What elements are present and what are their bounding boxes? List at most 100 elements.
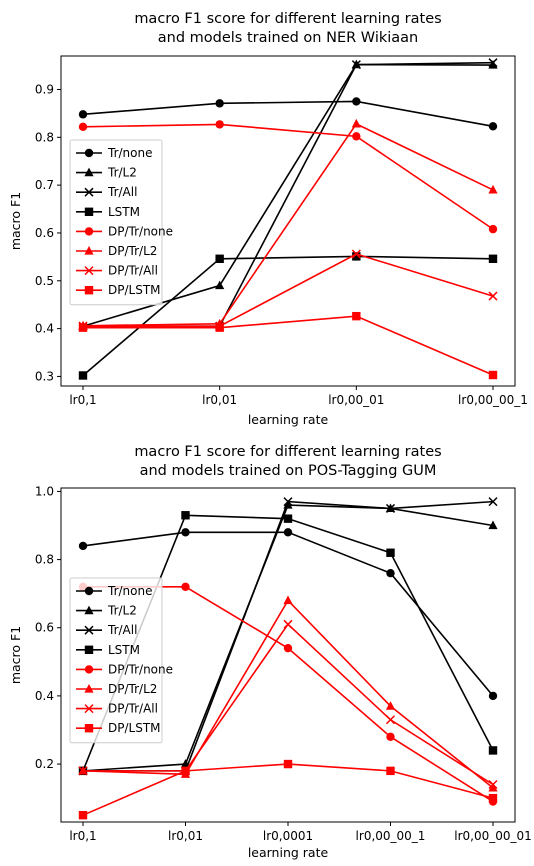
x-tick-label: lr0,1 [69, 393, 96, 407]
data-point [386, 569, 395, 578]
chart-title-line: macro F1 score for different learning ra… [134, 11, 441, 27]
legend: Tr/none Tr/L2 Tr/All LSTM DP/Tr/none DP/Tr/L2… [69, 577, 173, 744]
data-point [78, 766, 88, 776]
data-point [488, 746, 498, 755]
series-dp-tr-none [78, 120, 498, 234]
series-line [82, 100, 494, 128]
data-point [283, 514, 293, 523]
data-point [78, 541, 88, 551]
data-point [488, 370, 498, 380]
legend-marker [84, 724, 94, 733]
x-tick-label: lr0,00_00_1 [458, 393, 528, 407]
series-tr-none [78, 528, 498, 701]
data-point [351, 60, 361, 70]
y-tick-label: 0.8 [35, 553, 54, 567]
series-lstm [78, 252, 498, 380]
data-point [488, 782, 498, 792]
legend-marker [84, 605, 94, 615]
y-axis-label: macro F1 [8, 626, 23, 684]
x-tick-label: lr0,00_00_01 [454, 829, 532, 843]
data-point [181, 528, 190, 537]
data-point [215, 120, 224, 129]
data-point [488, 497, 498, 507]
data-point [488, 691, 498, 701]
legend-marker [84, 227, 94, 236]
series-dp-lstm [78, 759, 498, 820]
data-point [283, 528, 293, 537]
legend-label: DP/LSTM [108, 721, 161, 735]
legend-label: DP/LSTM [108, 283, 161, 297]
data-point [352, 132, 361, 141]
data-point [78, 323, 88, 332]
data-point [385, 503, 396, 513]
x-tick-label: lr0,01 [168, 829, 203, 843]
y-tick-label: 0.3 [35, 369, 54, 383]
y-tick-label: 1.0 [35, 484, 54, 498]
legend-marker [84, 286, 94, 295]
y-tick-label: 0.7 [35, 178, 54, 192]
data-point [488, 291, 498, 301]
chart-2: macro F1 score for different learning ra… [8, 444, 532, 860]
legend-label: DP/Tr/none [108, 662, 173, 676]
data-point [488, 793, 498, 803]
legend-label: DP/Tr/none [108, 224, 173, 238]
data-point [351, 249, 361, 259]
chart-title-line: and models trained on POS-Tagging GUM [140, 463, 437, 479]
chart-title-line: and models trained on NER Wikiaan [158, 30, 418, 46]
data-point [488, 520, 498, 530]
legend-marker [84, 625, 94, 635]
y-tick-label: 0.8 [35, 130, 54, 144]
plot-frame [60, 55, 516, 387]
chart-1: macro F1 score for different learning ra… [8, 11, 528, 427]
data-point [352, 97, 361, 106]
data-point [283, 759, 293, 769]
legend-label: Tr/L2 [107, 604, 137, 618]
legend-label: Tr/All [107, 623, 137, 637]
y-tick-label: 0.6 [35, 621, 54, 635]
legend-marker [84, 187, 94, 197]
legend-label: LSTM [108, 643, 140, 657]
legend-label: Tr/none [107, 584, 152, 598]
x-tick-label: lr0,1 [69, 829, 96, 843]
data-point [488, 224, 498, 234]
series-dp-tr-all [78, 619, 498, 790]
legend: Tr/none Tr/L2 Tr/All LSTM DP/Tr/none DP/Tr/L2… [69, 139, 173, 306]
series-line [82, 123, 494, 230]
series-line [82, 763, 494, 816]
chart-title-line: macro F1 score for different learning ra… [134, 444, 441, 460]
y-tick-label: 0.2 [35, 757, 54, 771]
legend-marker [84, 246, 94, 255]
series-line [82, 122, 494, 327]
x-tick-label: lr0,00_01 [328, 393, 384, 407]
data-point [488, 184, 498, 194]
y-tick-label: 0.6 [35, 226, 54, 240]
legend-marker [84, 645, 94, 654]
data-point [488, 122, 498, 131]
y-tick-label: 0.5 [35, 274, 54, 288]
data-point [181, 582, 190, 592]
data-point [78, 122, 88, 131]
data-point [283, 595, 293, 605]
legend-marker [84, 704, 94, 714]
legend-marker [84, 586, 94, 596]
series-line [82, 63, 494, 327]
series-line [83, 253, 494, 328]
legend-label: LSTM [108, 205, 140, 219]
legend-box [69, 577, 163, 744]
data-point [352, 252, 361, 261]
legend-marker [84, 684, 94, 693]
y-tick-label: 0.4 [35, 689, 54, 703]
legend-marker [84, 266, 94, 276]
series-tr-none [78, 97, 498, 131]
x-axis-label: learning rate [248, 412, 329, 427]
data-point [78, 110, 88, 119]
data-point [215, 99, 224, 108]
legend-marker [84, 167, 94, 177]
legend-label: Tr/none [107, 146, 152, 160]
legend-box [69, 139, 163, 306]
data-point [283, 619, 293, 629]
y-tick-label: 0.4 [35, 322, 54, 336]
data-point [181, 511, 190, 520]
x-tick-label: lr0,0001 [263, 829, 313, 843]
